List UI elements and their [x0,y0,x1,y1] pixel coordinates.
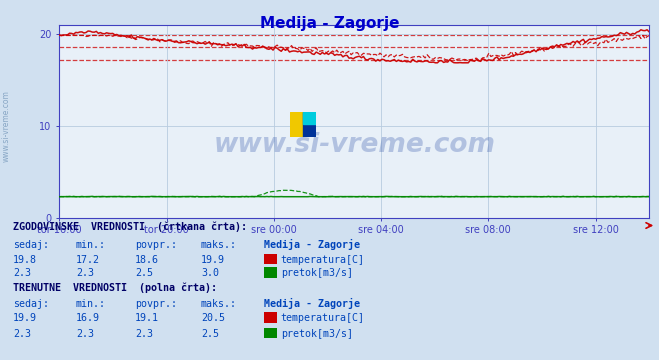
Text: 19.1: 19.1 [135,313,159,323]
Text: temperatura[C]: temperatura[C] [281,255,364,265]
Polygon shape [303,112,316,124]
Text: 2.5: 2.5 [135,268,153,278]
Text: 2.3: 2.3 [76,329,94,339]
Text: maks.:: maks.: [201,299,237,309]
Text: sedaj:: sedaj: [13,240,49,251]
Text: www.si-vreme.com: www.si-vreme.com [2,90,11,162]
Text: 16.9: 16.9 [76,313,100,323]
Text: Medija - Zagorje: Medija - Zagorje [260,16,399,31]
Polygon shape [290,112,303,137]
Text: 3.0: 3.0 [201,268,219,278]
Text: 2.3: 2.3 [76,268,94,278]
Text: povpr.:: povpr.: [135,299,177,309]
Text: 2.5: 2.5 [201,329,219,339]
Text: 19.8: 19.8 [13,255,37,265]
Text: ZGODOVINSKE  VREDNOSTI  (črtkana črta):: ZGODOVINSKE VREDNOSTI (črtkana črta): [13,222,247,233]
Text: pretok[m3/s]: pretok[m3/s] [281,268,353,278]
Text: 2.3: 2.3 [135,329,153,339]
Text: min.:: min.: [76,240,106,251]
Text: Medija - Zagorje: Medija - Zagorje [264,239,360,251]
Text: 20.5: 20.5 [201,313,225,323]
Text: 19.9: 19.9 [201,255,225,265]
Text: temperatura[C]: temperatura[C] [281,313,364,323]
Text: min.:: min.: [76,299,106,309]
Text: 19.9: 19.9 [13,313,37,323]
Text: 17.2: 17.2 [76,255,100,265]
Text: pretok[m3/s]: pretok[m3/s] [281,329,353,339]
Text: 2.3: 2.3 [13,329,31,339]
Text: www.si-vreme.com: www.si-vreme.com [214,132,495,158]
Text: sedaj:: sedaj: [13,299,49,309]
Polygon shape [303,112,316,137]
Text: Medija - Zagorje: Medija - Zagorje [264,298,360,309]
Text: 2.3: 2.3 [13,268,31,278]
Text: TRENUTNE  VREDNOSTI  (polna črta):: TRENUTNE VREDNOSTI (polna črta): [13,282,217,293]
Text: maks.:: maks.: [201,240,237,251]
Text: 18.6: 18.6 [135,255,159,265]
Text: povpr.:: povpr.: [135,240,177,251]
